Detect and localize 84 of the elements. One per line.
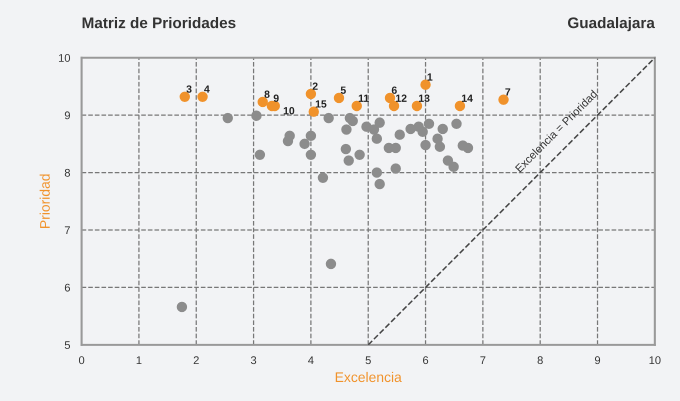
x-tick-label: 3 — [250, 356, 256, 364]
point — [374, 117, 385, 128]
annotation: 14 — [462, 94, 473, 102]
point — [434, 142, 446, 152]
y-axis-title: Prioridad — [40, 174, 50, 228]
point — [299, 138, 310, 150]
point — [306, 150, 316, 160]
point — [341, 124, 352, 135]
x-tick-label: 7 — [480, 356, 486, 364]
annotation: 3 — [186, 85, 192, 93]
y-tick-label: 6 — [64, 284, 70, 292]
point — [334, 92, 344, 104]
point — [306, 88, 316, 100]
point — [318, 172, 328, 183]
point — [176, 302, 188, 312]
point — [394, 129, 405, 140]
annotation: 12 — [396, 94, 407, 102]
point — [405, 124, 416, 134]
annotation: 4 — [204, 85, 210, 93]
x-tick-label: 4 — [308, 356, 314, 364]
y-tick-label: 9 — [64, 111, 70, 120]
x-axis-title: Excelencia — [336, 372, 402, 382]
point — [454, 100, 466, 112]
x-tick-label: 8 — [538, 356, 543, 364]
point — [372, 167, 382, 178]
point — [323, 112, 334, 124]
x-tick-label: 2 — [194, 356, 199, 364]
annotation: 2 — [312, 82, 318, 90]
point — [420, 140, 431, 150]
point — [368, 124, 380, 135]
point — [258, 96, 268, 108]
annotation: 10 — [284, 107, 294, 114]
annotation: 5 — [340, 86, 346, 94]
point — [180, 92, 190, 102]
y-tick-label: 8 — [64, 168, 70, 177]
point — [388, 100, 400, 112]
point — [348, 116, 358, 126]
point — [222, 112, 233, 124]
x-tick-label: 0 — [78, 356, 84, 364]
y-tick-label: 5 — [64, 341, 70, 349]
point — [432, 134, 443, 144]
annotation: 8 — [264, 90, 270, 98]
point — [308, 106, 319, 117]
annotation: 9 — [274, 94, 279, 102]
point — [424, 118, 434, 129]
point — [340, 144, 352, 154]
annotation: 11 — [358, 94, 369, 102]
point — [462, 142, 474, 154]
x-tick-label: 10 — [650, 356, 661, 364]
point — [352, 100, 362, 112]
annotation: 15 — [316, 100, 326, 108]
point — [420, 80, 431, 90]
chart-title: Matriz de Prioridades — [82, 17, 236, 28]
point — [438, 124, 448, 134]
point — [412, 100, 422, 112]
point — [354, 150, 365, 160]
x-tick-label: 6 — [423, 356, 428, 364]
x-tick-label: 9 — [594, 356, 600, 364]
point — [282, 136, 294, 146]
point — [451, 118, 462, 129]
annotation: 13 — [418, 94, 430, 102]
point — [417, 126, 428, 138]
x-tick-label: 1 — [136, 356, 142, 364]
point — [251, 110, 262, 121]
point — [306, 130, 316, 142]
annotation: 7 — [505, 88, 510, 96]
chart-subtitle: Guadalajara — [568, 17, 655, 32]
point — [254, 150, 266, 160]
point — [344, 155, 354, 166]
point — [374, 178, 385, 190]
point — [442, 155, 454, 166]
y-tick-label: 7 — [64, 226, 70, 234]
point — [390, 142, 401, 154]
point — [372, 134, 382, 144]
point — [390, 163, 401, 174]
annotation: 1 — [428, 73, 432, 81]
x-tick-label: 5 — [366, 356, 371, 364]
point — [498, 94, 509, 105]
point — [197, 92, 208, 102]
point — [384, 92, 396, 104]
annotation: 6 — [392, 86, 397, 94]
y-tick-label: 10 — [58, 54, 70, 62]
point — [326, 258, 336, 270]
point — [448, 162, 459, 172]
